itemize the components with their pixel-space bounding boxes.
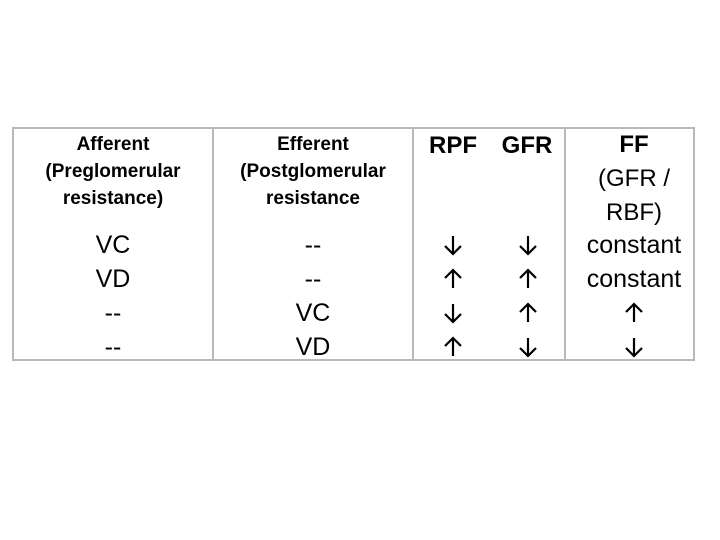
arrow-up-icon	[625, 302, 643, 322]
cell-ff: constant	[586, 265, 682, 293]
arrow-up-icon	[519, 302, 537, 322]
arrow-down-icon	[444, 304, 462, 324]
column-divider	[412, 127, 414, 361]
arrow-down-icon	[625, 338, 643, 358]
header-efferent-line: (Postglomerular	[240, 161, 386, 182]
header-gfr: GFR	[501, 132, 553, 159]
arrow-down-icon	[519, 338, 537, 358]
header-ff-title: FF	[619, 131, 649, 158]
cell-efferent: VD	[295, 333, 331, 361]
header-efferent-line: Efferent	[277, 134, 349, 155]
header-ff-line: (GFR /	[598, 165, 670, 192]
arrow-up-icon	[519, 268, 537, 288]
table-border	[12, 127, 695, 361]
header-efferent: Efferent (Postglomerular resistance	[214, 131, 412, 212]
cell-efferent: VC	[295, 299, 331, 327]
cell-efferent: --	[304, 265, 322, 293]
arrow-up-icon	[444, 268, 462, 288]
header-afferent-line: resistance)	[62, 188, 164, 209]
header-afferent: Afferent (Preglomerular resistance)	[14, 131, 212, 212]
cell-efferent: --	[304, 231, 322, 259]
header-ff-line: RBF)	[606, 199, 662, 226]
header-ff: FF (GFR / RBF)	[566, 128, 702, 230]
arrow-down-icon	[444, 236, 462, 256]
header-efferent-line: resistance	[265, 188, 360, 209]
cell-afferent: VD	[95, 265, 131, 293]
cell-afferent: --	[104, 333, 122, 361]
header-afferent-line: Afferent	[76, 134, 150, 155]
arrow-down-icon	[519, 236, 537, 256]
column-divider	[212, 127, 214, 361]
column-divider	[564, 127, 566, 361]
cell-afferent: VC	[95, 231, 131, 259]
header-afferent-line: (Preglomerular	[45, 161, 181, 182]
cell-afferent: --	[104, 299, 122, 327]
arrow-up-icon	[444, 336, 462, 356]
cell-ff: constant	[586, 231, 682, 259]
header-rpf: RPF	[429, 132, 477, 159]
